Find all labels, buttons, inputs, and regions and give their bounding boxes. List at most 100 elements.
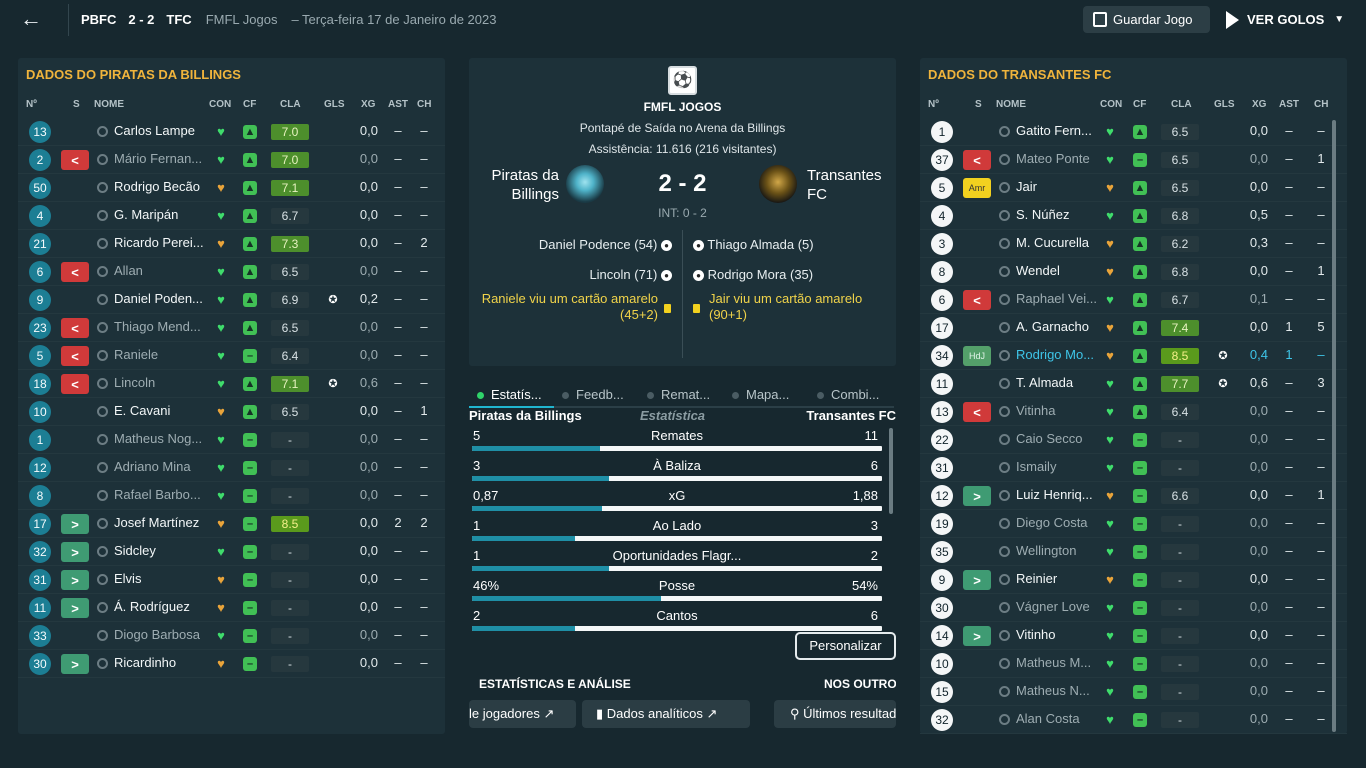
table-row[interactable]: 14 > Vitinho ♥ – -0,0– –	[920, 622, 1347, 650]
player-name[interactable]: Matheus Nog...	[114, 431, 203, 446]
col-num[interactable]: Nº	[928, 99, 939, 110]
player-name[interactable]: Josef Martínez	[114, 515, 200, 530]
player-name[interactable]: Matheus M...	[1016, 655, 1092, 670]
table-row[interactable]: 9 > Reinier ♥ – -0,0– –	[920, 566, 1347, 594]
player-name[interactable]: Caio Secco	[1016, 431, 1083, 446]
table-row[interactable]: 33 Diogo Barbosa ♥ – -0,0– –	[18, 622, 445, 650]
table-row[interactable]: 10 Matheus M... ♥ – -0,0– –	[920, 650, 1347, 678]
table-row[interactable]: 13 Carlos Lampe ♥ ▲ 7.0 0,0 – –	[18, 118, 445, 146]
table-row[interactable]: 30 Vágner Love ♥ – -0,0– –	[920, 594, 1347, 622]
table-row[interactable]: 13 < Vitinha ♥ ▲ 6.4 0,0 – –	[920, 398, 1347, 426]
player-name[interactable]: Reinier	[1016, 571, 1058, 586]
table-row[interactable]: 8 Rafael Barbo... ♥ – -0,0– –	[18, 482, 445, 510]
table-row[interactable]: 12 > Luiz Henriq... ♥ –6.6 0,0–1	[920, 482, 1347, 510]
player-name[interactable]: Thiago Mend...	[114, 319, 201, 334]
col-ch[interactable]: CH	[417, 99, 432, 110]
player-name[interactable]: Mário Fernan...	[114, 151, 203, 166]
table-row[interactable]: 31 > Elvis ♥ – -0,0– –	[18, 566, 445, 594]
table-row[interactable]: 1 Matheus Nog... ♥ – -0,0– –	[18, 426, 445, 454]
away-goal-event[interactable]: ● Thiago Almada (5)	[693, 237, 814, 252]
player-name[interactable]: Rodrigo Mo...	[1016, 347, 1095, 362]
save-game-button[interactable]: Guardar Jogo	[1083, 6, 1210, 33]
player-name[interactable]: Ismaily	[1016, 459, 1057, 474]
player-name[interactable]: Vitinha	[1016, 403, 1056, 418]
away-card-event[interactable]: Jair viu um cartão amarelo (90+1)	[709, 291, 889, 323]
col-con[interactable]: CON	[209, 99, 232, 110]
player-name[interactable]: Carlos Lampe	[114, 123, 195, 138]
player-name[interactable]: A. Garnacho	[1016, 319, 1089, 334]
col-con[interactable]: CON	[1100, 99, 1123, 110]
analytics-button[interactable]: ▮ Dados analíticos ↗	[582, 700, 750, 728]
player-name[interactable]: Wellington	[1016, 543, 1077, 558]
player-name[interactable]: Vágner Love	[1016, 599, 1090, 614]
player-name[interactable]: G. Maripán	[114, 207, 179, 222]
col-ast[interactable]: AST	[388, 99, 408, 110]
col-cf[interactable]: CF	[1133, 99, 1147, 110]
table-row[interactable]: 18 < Lincoln ♥ ▲ 7.1 ✪ 0,6 – –	[18, 370, 445, 398]
player-name[interactable]: T. Almada	[1016, 375, 1074, 390]
table-row[interactable]: 10 E. Cavani ♥ ▲ 6.5 0,0 – 1	[18, 398, 445, 426]
player-name[interactable]: Wendel	[1016, 263, 1060, 278]
player-name[interactable]: Matheus N...	[1016, 683, 1090, 698]
tab-feedback[interactable]: Feedb...	[554, 378, 639, 408]
player-name[interactable]: Ricardinho	[114, 655, 177, 670]
player-name[interactable]: Lincoln	[114, 375, 156, 390]
table-row[interactable]: 9 Daniel Poden... ♥ ▲ 6.9 ✪ 0,2 – –	[18, 286, 445, 314]
player-data-button[interactable]: le jogadores ↗	[469, 700, 576, 728]
table-row[interactable]: 5 < Raniele ♥ –6.4 0,0– –	[18, 342, 445, 370]
table-row[interactable]: 32 > Sidcley ♥ – -0,0– –	[18, 538, 445, 566]
player-name[interactable]: Sidcley	[114, 543, 156, 558]
player-name[interactable]: Allan	[114, 263, 143, 278]
table-row[interactable]: 30 > Ricardinho ♥ – -0,0– –	[18, 650, 445, 678]
table-row[interactable]: 21 Ricardo Perei... ♥ ▲ 7.3 0,0 – 2	[18, 230, 445, 258]
away-list-scrollbar[interactable]	[1332, 120, 1336, 732]
table-row[interactable]: 4 G. Maripán ♥ ▲ 6.7 0,0 – –	[18, 202, 445, 230]
away-crest-icon[interactable]	[759, 165, 797, 203]
player-name[interactable]: Rodrigo Becão	[114, 179, 200, 194]
player-name[interactable]: E. Cavani	[114, 403, 171, 418]
latest-results-button[interactable]: ⚲ Últimos resultados	[774, 700, 896, 728]
home-crest-icon[interactable]	[566, 165, 604, 203]
player-name[interactable]: S. Núñez	[1016, 207, 1070, 222]
table-row[interactable]: 23 < Thiago Mend... ♥ ▲ 6.5 0,0 – –	[18, 314, 445, 342]
away-goal-event[interactable]: ● Rodrigo Mora (35)	[693, 267, 813, 282]
col-s[interactable]: S	[73, 99, 80, 110]
col-xg[interactable]: XG	[1252, 99, 1267, 110]
player-name[interactable]: Jair	[1016, 179, 1037, 194]
table-row[interactable]: 11 T. Almada ♥ ▲ 7.7 ✪ 0,6 – 3	[920, 370, 1347, 398]
player-name[interactable]: Adriano Mina	[114, 459, 191, 474]
col-num[interactable]: Nº	[26, 99, 37, 110]
home-team-name[interactable]: Piratas da Billings	[491, 167, 559, 203]
player-name[interactable]: Luiz Henriq...	[1016, 487, 1093, 502]
col-s[interactable]: S	[975, 99, 982, 110]
tab-shots[interactable]: Remat...	[639, 378, 724, 408]
col-cla[interactable]: CLA	[280, 99, 301, 110]
tab-statistics[interactable]: Estatís...	[469, 378, 554, 408]
back-arrow-icon[interactable]: ←	[20, 6, 42, 31]
table-row[interactable]: 31 Ismaily ♥ – -0,0– –	[920, 454, 1347, 482]
table-row[interactable]: 6 < Raphael Vei... ♥ ▲ 6.7 0,1 – –	[920, 286, 1347, 314]
table-row[interactable]: 6 < Allan ♥ ▲ 6.5 0,0 – –	[18, 258, 445, 286]
col-name[interactable]: NOME	[996, 99, 1026, 110]
col-ast[interactable]: AST	[1279, 99, 1299, 110]
home-goal-event[interactable]: Daniel Podence (54) ●	[539, 237, 672, 252]
table-row[interactable]: 32 Alan Costa ♥ – -0,0– –	[920, 706, 1347, 734]
player-name[interactable]: Daniel Poden...	[114, 291, 203, 306]
table-row[interactable]: 35 Wellington ♥ – -0,0– –	[920, 538, 1347, 566]
table-row[interactable]: 1 Gatito Fern... ♥ ▲ 6.5 0,0 – –	[920, 118, 1347, 146]
home-goal-event[interactable]: Lincoln (71) ●	[589, 267, 672, 282]
table-row[interactable]: 34 HdJ Rodrigo Mo... ♥ ▲ 8.5 ✪ 0,4 1 –	[920, 342, 1347, 370]
col-cf[interactable]: CF	[243, 99, 257, 110]
player-name[interactable]: Gatito Fern...	[1016, 123, 1092, 138]
player-name[interactable]: Vitinho	[1016, 627, 1056, 642]
col-ch[interactable]: CH	[1314, 99, 1329, 110]
player-name[interactable]: Diogo Barbosa	[114, 627, 200, 642]
col-name[interactable]: NOME	[94, 99, 124, 110]
table-row[interactable]: 22 Caio Secco ♥ – -0,0– –	[920, 426, 1347, 454]
table-row[interactable]: 15 Matheus N... ♥ – -0,0– –	[920, 678, 1347, 706]
player-name[interactable]: Raniele	[114, 347, 159, 362]
col-gls[interactable]: GLS	[324, 99, 345, 110]
player-name[interactable]: Mateo Ponte	[1016, 151, 1090, 166]
away-team-name[interactable]: Transantes FC	[807, 167, 882, 203]
player-name[interactable]: Elvis	[114, 571, 142, 586]
